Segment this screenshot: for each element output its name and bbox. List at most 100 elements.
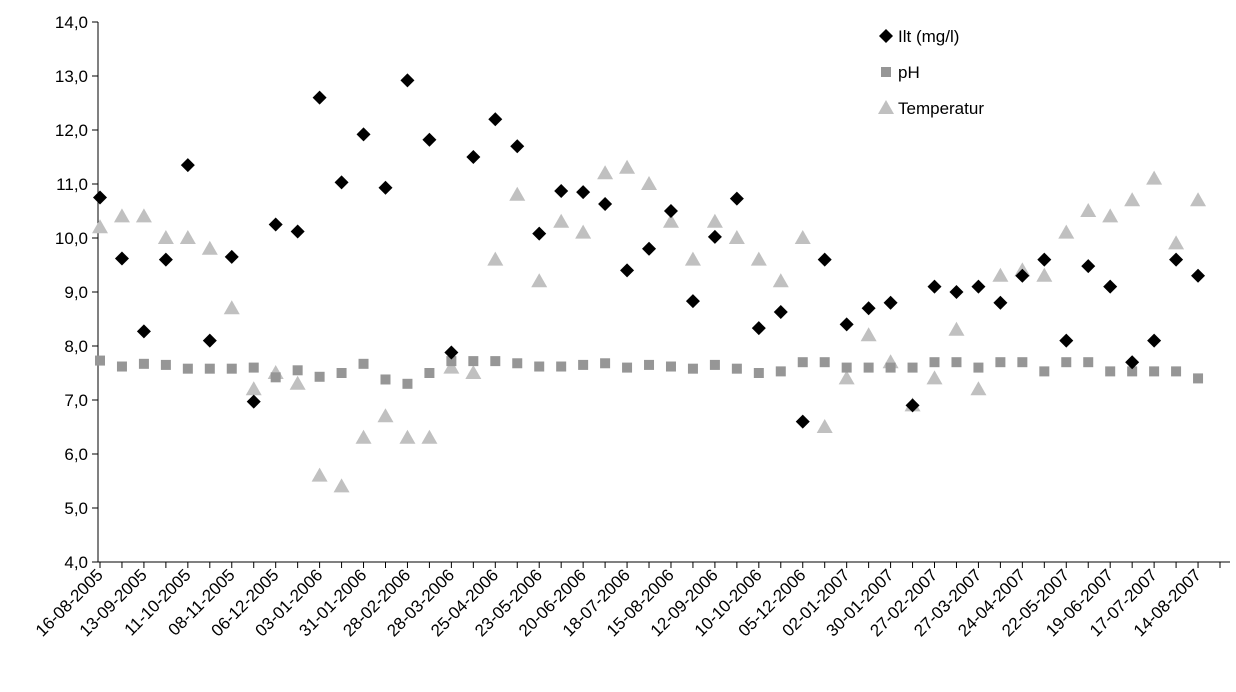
data-point <box>1124 192 1141 207</box>
legend-label: Ilt (mg/l) <box>898 27 959 46</box>
data-point <box>992 267 1009 282</box>
data-point <box>929 357 940 368</box>
data-point <box>1037 252 1052 267</box>
data-point <box>641 176 658 190</box>
data-point <box>706 213 723 228</box>
data-point <box>797 357 808 368</box>
y-tick-label: 13,0 <box>55 67 88 86</box>
data-point <box>883 295 898 310</box>
data-point <box>751 321 766 336</box>
data-point <box>182 363 193 374</box>
data-point <box>905 398 920 413</box>
data-point <box>578 359 589 370</box>
data-point <box>1039 366 1050 377</box>
data-point <box>531 273 548 288</box>
data-point <box>378 180 393 195</box>
data-point <box>728 230 745 244</box>
data-point <box>598 196 613 211</box>
data-point <box>553 213 570 228</box>
legend-marker <box>881 67 891 77</box>
data-point <box>1191 268 1206 283</box>
data-point <box>204 363 215 374</box>
legend-label: pH <box>898 63 920 82</box>
data-point <box>642 241 657 256</box>
data-marks <box>92 73 1207 493</box>
data-point <box>973 362 984 373</box>
data-point <box>380 374 391 385</box>
data-point <box>490 356 501 367</box>
legend: Ilt (mg/l) pH Temperatur <box>878 27 984 118</box>
data-point <box>926 370 943 385</box>
data-point <box>993 295 1008 310</box>
data-point <box>970 381 987 396</box>
data-point <box>138 358 149 369</box>
data-point <box>885 362 896 373</box>
data-point <box>245 381 262 396</box>
data-point <box>509 186 526 201</box>
data-point <box>424 368 435 378</box>
data-point <box>731 363 742 374</box>
data-point <box>312 90 327 105</box>
data-point <box>443 359 460 374</box>
data-point <box>554 184 569 199</box>
data-point <box>314 371 325 382</box>
data-point <box>246 394 261 409</box>
data-point <box>575 224 592 239</box>
data-point <box>224 249 239 264</box>
data-point <box>1102 208 1119 223</box>
data-point <box>532 226 547 241</box>
data-point <box>1017 357 1028 368</box>
data-point <box>1080 203 1097 217</box>
data-point <box>399 429 416 444</box>
data-point <box>1036 267 1053 282</box>
data-point <box>1127 366 1138 377</box>
data-point <box>861 301 876 316</box>
legend-marker <box>879 29 893 43</box>
data-point <box>644 359 655 370</box>
data-point <box>512 358 523 369</box>
data-point <box>750 251 767 266</box>
data-point <box>446 356 457 367</box>
data-point <box>377 408 394 423</box>
data-point <box>226 363 237 374</box>
data-point <box>819 357 830 368</box>
data-point <box>1015 268 1030 283</box>
data-point <box>1083 357 1094 368</box>
series-diamond <box>93 73 1206 429</box>
series-square <box>95 355 1204 389</box>
legend-marker <box>878 100 894 114</box>
data-point <box>270 372 281 383</box>
y-tick-label: 6,0 <box>64 445 88 464</box>
data-point <box>402 378 413 389</box>
data-point <box>860 327 877 342</box>
data-point <box>709 359 720 370</box>
data-point <box>795 414 810 429</box>
data-point <box>1171 366 1182 377</box>
data-point <box>1105 366 1116 377</box>
data-point <box>468 356 479 367</box>
axes: 4,0 5,0 6,0 7,0 8,0 9,0 10,0 11,0 12,0 13,0 14,0 1… <box>32 13 1230 640</box>
series-triangle <box>92 159 1207 493</box>
data-point <box>619 159 636 174</box>
y-tick-label: 14,0 <box>55 13 88 32</box>
data-point <box>113 208 130 223</box>
y-tick-label: 5,0 <box>64 499 88 518</box>
data-point <box>971 279 986 294</box>
data-point <box>556 361 567 372</box>
data-point <box>951 357 962 368</box>
data-point <box>93 190 107 205</box>
data-point <box>1169 252 1184 267</box>
data-point <box>1193 373 1204 384</box>
data-point <box>358 358 369 369</box>
data-point <box>534 361 545 372</box>
data-point <box>863 362 874 373</box>
data-point <box>1190 192 1207 207</box>
data-point <box>620 263 635 278</box>
data-point <box>685 294 700 309</box>
data-point <box>356 127 371 142</box>
y-axis-ticks: 4,0 5,0 6,0 7,0 8,0 9,0 10,0 11,0 12,0 13,0 14,0 <box>55 13 98 572</box>
data-point <box>334 175 349 190</box>
data-point <box>576 185 591 200</box>
x-axis-ticks: 16-08-200513-09-200511-10-200508-11-2005… <box>32 562 1221 640</box>
